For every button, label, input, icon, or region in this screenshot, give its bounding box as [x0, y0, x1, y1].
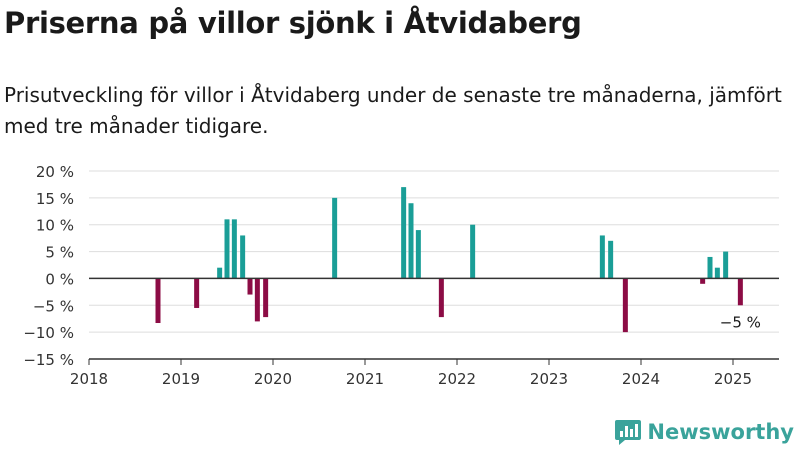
y-tick-label: 20 %	[36, 163, 74, 181]
bar	[401, 187, 407, 279]
bar	[470, 224, 476, 279]
page-title: Priserna på villor sjönk i Åtvidaberg	[4, 6, 582, 40]
y-tick-label: 10 %	[36, 217, 74, 235]
bar	[737, 278, 743, 306]
y-tick-label: −10 %	[23, 324, 74, 342]
x-tick-label: 2023	[530, 370, 568, 388]
bar	[217, 267, 223, 279]
bar	[240, 235, 246, 279]
bar	[700, 278, 706, 284]
x-tick-label: 2025	[714, 370, 752, 388]
bar	[707, 256, 713, 279]
bar	[714, 267, 720, 279]
y-tick-label: −15 %	[23, 351, 74, 369]
x-tick-label: 2020	[254, 370, 292, 388]
newsworthy-logo: Newsworthy	[614, 419, 794, 445]
newsworthy-chart-logo-icon	[615, 420, 642, 445]
bar	[224, 219, 230, 279]
bar-chart: −15 % −10 % −5 % 0 % 5 % 10 % 15 % 20 % 2018 2019…	[23, 163, 779, 388]
bar	[438, 278, 444, 318]
y-tick-label: −5 %	[33, 297, 74, 315]
last-value-annotation: −5 %	[720, 313, 761, 331]
bar	[247, 278, 253, 295]
bar	[723, 251, 729, 279]
bar	[231, 219, 237, 279]
bar	[155, 278, 161, 324]
y-tick-label: 0 %	[45, 270, 74, 288]
page-subtitle: Prisutveckling för villor i Åtvidaberg u…	[4, 83, 782, 138]
bar	[608, 240, 614, 279]
y-tick-label: 5 %	[45, 244, 74, 262]
x-tick-label: 2019	[162, 370, 200, 388]
x-tick-label: 2018	[70, 370, 108, 388]
bar	[263, 278, 269, 318]
y-tick-label: 15 %	[36, 190, 74, 208]
bar	[194, 278, 200, 308]
bar	[415, 230, 421, 279]
brand-name: Newsworthy	[647, 420, 794, 444]
x-tick-label: 2022	[438, 370, 476, 388]
x-tick-label: 2021	[346, 370, 384, 388]
x-tick-label: 2024	[622, 370, 660, 388]
bar	[622, 278, 628, 333]
bar	[408, 203, 414, 279]
bar	[254, 278, 260, 322]
bar	[332, 197, 338, 279]
bar	[599, 235, 605, 279]
